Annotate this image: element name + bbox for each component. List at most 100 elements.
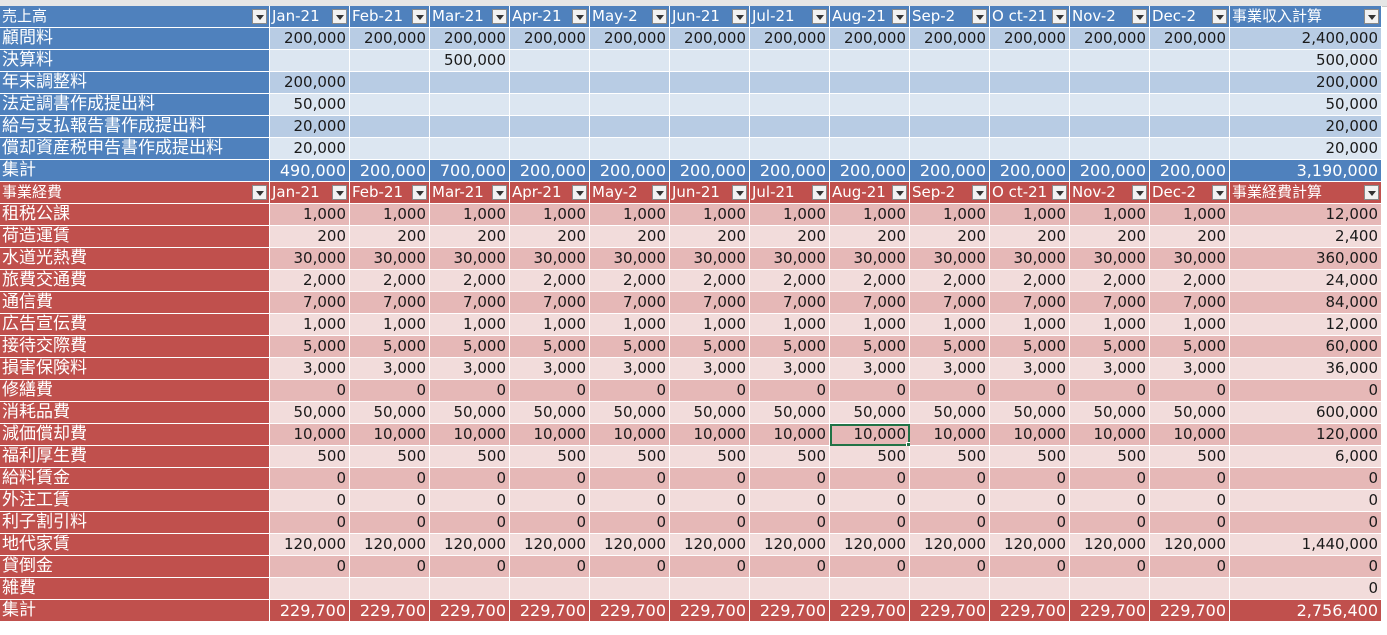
value-cell[interactable]: 30,000 [1070,248,1150,270]
value-cell[interactable] [1070,578,1150,600]
value-cell[interactable]: 7,000 [430,292,510,314]
value-cell[interactable] [990,138,1070,160]
value-cell[interactable] [1070,116,1150,138]
value-cell[interactable]: 0 [350,468,430,490]
value-cell[interactable]: 200,000 [670,28,750,50]
value-cell[interactable]: 200,000 [510,28,590,50]
value-cell[interactable]: 0 [270,556,350,578]
value-cell[interactable]: 0 [1070,490,1150,512]
value-cell[interactable]: 500 [1070,446,1150,468]
value-cell[interactable]: 200 [830,226,910,248]
value-cell[interactable] [350,138,430,160]
value-cell[interactable]: 7,000 [670,292,750,314]
income-month-header[interactable]: May-2 [590,6,670,28]
value-cell[interactable]: 20,000 [270,138,350,160]
value-cell[interactable]: 7,000 [350,292,430,314]
row-total-cell[interactable]: 20,000 [1230,116,1382,138]
filter-dropdown-icon[interactable] [1364,185,1379,200]
row-total-cell[interactable]: 360,000 [1230,248,1382,270]
value-cell[interactable] [590,138,670,160]
value-cell[interactable]: 5,000 [670,336,750,358]
value-cell[interactable]: 120,000 [590,534,670,556]
value-cell[interactable]: 30,000 [350,248,430,270]
summary-value-cell[interactable]: 229,700 [750,600,830,622]
value-cell[interactable]: 7,000 [590,292,670,314]
value-cell[interactable] [830,94,910,116]
value-cell[interactable] [830,72,910,94]
income-month-header[interactable]: Dec-2 [1150,6,1230,28]
value-cell[interactable]: 200 [270,226,350,248]
value-cell[interactable]: 200,000 [830,28,910,50]
value-cell[interactable]: 2,000 [1070,270,1150,292]
value-cell[interactable]: 2,000 [910,270,990,292]
value-cell[interactable] [1070,138,1150,160]
summary-value-cell[interactable]: 200,000 [1150,160,1230,182]
summary-value-cell[interactable]: 200,000 [350,160,430,182]
summary-value-cell[interactable]: 200,000 [750,160,830,182]
value-cell[interactable] [830,116,910,138]
value-cell[interactable]: 0 [750,556,830,578]
filter-dropdown-icon[interactable] [892,185,907,200]
value-cell[interactable]: 0 [910,380,990,402]
value-cell[interactable] [510,138,590,160]
value-cell[interactable]: 1,000 [910,314,990,336]
value-cell[interactable]: 1,000 [670,314,750,336]
value-cell[interactable]: 0 [590,556,670,578]
value-cell[interactable]: 50,000 [830,402,910,424]
value-cell[interactable] [350,50,430,72]
row-total-cell[interactable]: 0 [1230,556,1382,578]
value-cell[interactable]: 3,000 [670,358,750,380]
value-cell[interactable] [910,72,990,94]
value-cell[interactable]: 120,000 [910,534,990,556]
value-cell[interactable]: 200,000 [430,28,510,50]
value-cell[interactable]: 5,000 [910,336,990,358]
income-title-header[interactable]: 売上高 [0,6,270,28]
value-cell[interactable]: 0 [510,556,590,578]
summary-value-cell[interactable]: 700,000 [430,160,510,182]
value-cell[interactable]: 50,000 [270,94,350,116]
value-cell[interactable]: 7,000 [910,292,990,314]
value-cell[interactable]: 200 [750,226,830,248]
value-cell[interactable]: 3,000 [1150,358,1230,380]
row-total-cell[interactable]: 0 [1230,380,1382,402]
value-cell[interactable]: 5,000 [1150,336,1230,358]
income-month-header[interactable]: Jul-21 [750,6,830,28]
value-cell[interactable] [830,50,910,72]
value-cell[interactable]: 1,000 [990,314,1070,336]
value-cell[interactable]: 120,000 [430,534,510,556]
value-cell[interactable]: 10,000 [910,424,990,446]
value-cell[interactable]: 7,000 [1070,292,1150,314]
value-cell[interactable]: 2,000 [670,270,750,292]
value-cell[interactable] [350,94,430,116]
value-cell[interactable] [350,116,430,138]
summary-total-cell[interactable]: 3,190,000 [1230,160,1382,182]
expenses-month-header[interactable]: Mar-21 [430,182,510,204]
value-cell[interactable]: 30,000 [670,248,750,270]
value-cell[interactable]: 1,000 [1150,204,1230,226]
value-cell[interactable]: 200,000 [270,72,350,94]
value-cell[interactable]: 3,000 [750,358,830,380]
value-cell[interactable]: 3,000 [910,358,990,380]
summary-value-cell[interactable]: 200,000 [590,160,670,182]
row-total-cell[interactable]: 36,000 [1230,358,1382,380]
value-cell[interactable]: 30,000 [830,248,910,270]
value-cell[interactable]: 200 [510,226,590,248]
value-cell[interactable] [590,72,670,94]
value-cell[interactable]: 50,000 [1150,402,1230,424]
value-cell[interactable]: 1,000 [1150,314,1230,336]
value-cell[interactable]: 0 [1150,490,1230,512]
filter-dropdown-icon[interactable] [412,185,427,200]
expenses-month-header[interactable]: Apr-21 [510,182,590,204]
income-month-header[interactable]: Mar-21 [430,6,510,28]
value-cell[interactable] [430,72,510,94]
value-cell[interactable]: 0 [910,556,990,578]
value-cell[interactable]: 7,000 [270,292,350,314]
summary-value-cell[interactable]: 229,700 [830,600,910,622]
value-cell[interactable]: 1,000 [590,204,670,226]
value-cell[interactable]: 30,000 [590,248,670,270]
row-total-cell[interactable]: 12,000 [1230,204,1382,226]
value-cell[interactable]: 500 [590,446,670,468]
expenses-month-header[interactable]: May-2 [590,182,670,204]
filter-dropdown-icon[interactable] [732,185,747,200]
filter-dropdown-icon[interactable] [332,185,347,200]
